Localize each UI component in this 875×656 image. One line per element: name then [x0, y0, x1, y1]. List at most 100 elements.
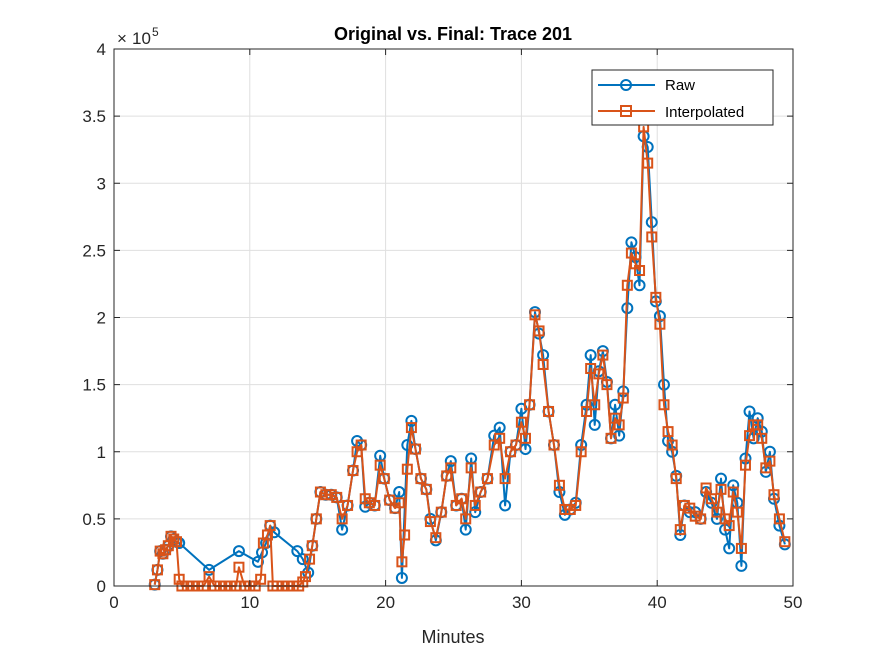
legend-raw-label: Raw: [665, 77, 695, 94]
data-point-interpolated: [666, 439, 678, 451]
data-point-interpolated: [347, 465, 359, 477]
data-point-interpolated: [529, 309, 541, 321]
data-point-interpolated: [723, 520, 735, 532]
y-tick-label: 2: [97, 309, 106, 328]
x-tick-label: 40: [648, 593, 667, 612]
data-point-interpolated: [233, 561, 245, 573]
legend-interpolated-label: Interpolated: [665, 104, 744, 121]
ticks: 0 10 20 30 40 50 0 0.5 1 1.5 2 2.5 3 3.5 4: [82, 40, 802, 612]
data-point-interpolated: [601, 379, 613, 391]
data-point-interpolated: [533, 325, 545, 337]
data-point-interpolated: [519, 432, 531, 444]
data-point-raw: [609, 398, 622, 411]
data-point-interpolated: [779, 536, 791, 548]
y-exponent-power: 5: [152, 25, 159, 39]
data-point-interpolated: [515, 416, 527, 428]
data-point-raw: [405, 414, 418, 427]
y-tick-label: 2.5: [82, 241, 106, 260]
data-point-interpolated: [374, 459, 386, 471]
data-point-raw: [459, 523, 472, 536]
data-point-raw: [444, 455, 457, 468]
y-tick-label: 1: [97, 443, 106, 462]
data-point-interpolated: [695, 513, 707, 525]
data-point-interpolated: [415, 473, 427, 485]
data-point-interpolated: [597, 349, 609, 361]
data-point-interpolated: [537, 358, 549, 370]
data-point-interpolated: [460, 513, 472, 525]
data-point-interpolated: [706, 493, 718, 505]
data-point-interpolated: [575, 446, 587, 458]
data-point-raw: [633, 279, 646, 292]
data-point-interpolated: [149, 579, 161, 591]
data-point-interpolated: [634, 265, 646, 277]
data-point-interpolated: [304, 553, 316, 565]
data-point-interpolated: [336, 513, 348, 525]
data-point-raw: [493, 421, 506, 434]
data-point-interpolated: [711, 506, 723, 518]
data-point-interpolated: [727, 486, 739, 498]
data-point-interpolated: [700, 482, 712, 494]
data-point-interpolated: [764, 455, 776, 467]
data-point-interpolated: [255, 573, 267, 585]
data-point-raw: [613, 429, 626, 442]
data-point-interpolated: [617, 392, 629, 404]
data-point-interpolated: [481, 473, 493, 485]
data-point-interpolated: [642, 157, 654, 169]
data-point-raw: [625, 236, 638, 249]
x-tick-label: 20: [376, 593, 395, 612]
data-point-interpolated: [420, 483, 432, 495]
data-point-interpolated: [735, 542, 747, 554]
data-point-raw: [203, 563, 216, 576]
data-point-interpolated: [173, 573, 185, 585]
data-point-interpolated: [650, 291, 662, 303]
data-point-interpolated: [369, 499, 381, 511]
data-point-interpolated: [768, 489, 780, 501]
data-point-raw: [291, 545, 304, 558]
y-tick-label: 3.5: [82, 107, 106, 126]
data-point-interpolated: [306, 540, 318, 552]
data-point-raw: [735, 559, 748, 572]
series-layer: [148, 121, 791, 592]
data-point-interpolated: [570, 499, 582, 511]
data-point-interpolated: [548, 439, 560, 451]
data-point-interpolated: [475, 486, 487, 498]
data-point-interpolated: [396, 556, 408, 568]
legend[interactable]: Raw Interpolated: [591, 69, 774, 126]
data-point-interpolated: [658, 399, 670, 411]
data-point-interpolated: [670, 473, 682, 485]
data-point-interpolated: [621, 279, 633, 291]
legend-raw-marker: [620, 79, 632, 91]
data-point-raw: [588, 418, 601, 431]
data-point-interpolated: [625, 247, 637, 259]
data-point-raw: [393, 486, 406, 499]
data-point-raw: [336, 523, 349, 536]
data-point-interpolated: [553, 479, 565, 491]
x-tick-label: 30: [512, 593, 531, 612]
data-point-interpolated: [524, 399, 536, 411]
x-tick-label: 0: [109, 593, 118, 612]
data-point-interpolated: [715, 483, 727, 495]
data-point-interpolated: [744, 430, 756, 442]
x-tick-label: 50: [784, 593, 803, 612]
data-point-interpolated: [405, 422, 417, 434]
data-point-interpolated: [299, 571, 311, 583]
data-point-interpolated: [445, 462, 457, 474]
data-point-raw: [499, 499, 512, 512]
data-point-interpolated: [662, 426, 674, 438]
data-point-interpolated: [613, 419, 625, 431]
y-tick-label: 0: [97, 577, 106, 596]
data-point-interpolated: [409, 443, 421, 455]
data-point-interpolated: [378, 473, 390, 485]
y-tick-label: 3: [97, 174, 106, 193]
data-point-interpolated: [331, 491, 343, 503]
y-tick-label: 0.5: [82, 510, 106, 529]
y-tick-label: 1.5: [82, 376, 106, 395]
data-point-interpolated: [654, 318, 666, 330]
data-point-interpolated: [355, 439, 367, 451]
data-point-raw: [723, 542, 736, 555]
data-point-interpolated: [589, 399, 601, 411]
y-exponent-base: 10: [132, 29, 151, 48]
data-point-raw: [727, 479, 740, 492]
x-axis-label: Minutes: [421, 627, 484, 647]
